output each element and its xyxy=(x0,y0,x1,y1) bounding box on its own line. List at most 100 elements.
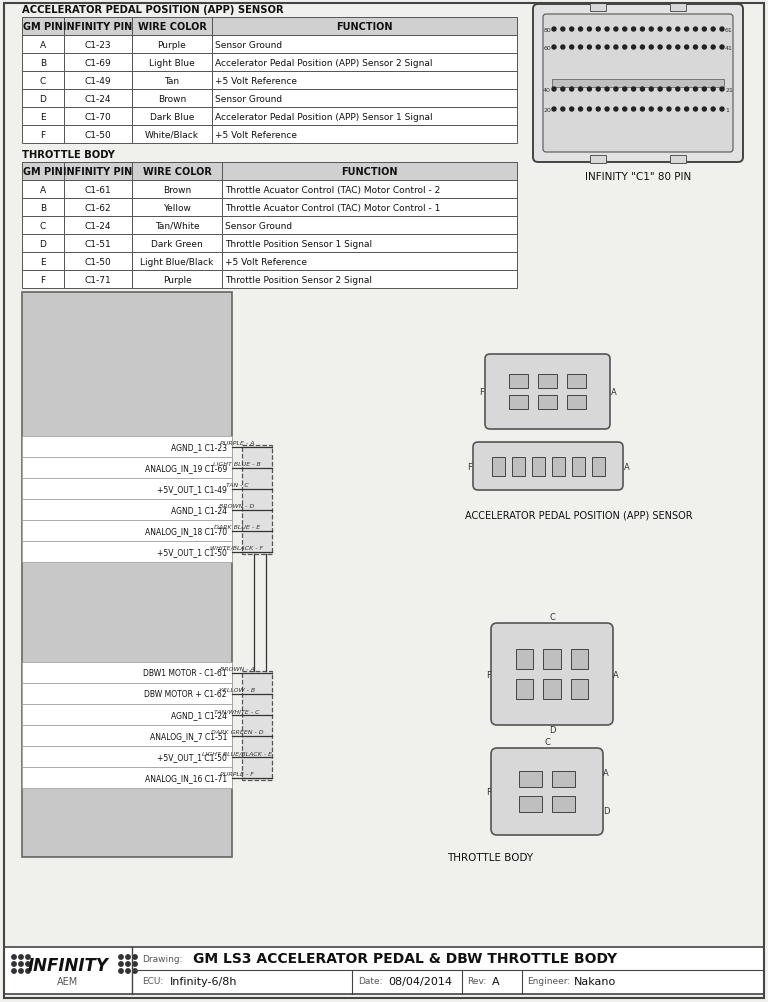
Text: WIRE COLOR: WIRE COLOR xyxy=(143,167,211,176)
Text: Light Blue: Light Blue xyxy=(149,58,195,67)
Circle shape xyxy=(702,108,707,112)
Text: FUNCTION: FUNCTION xyxy=(336,22,392,32)
Text: THROTTLE BODY: THROTTLE BODY xyxy=(22,150,115,160)
Circle shape xyxy=(578,28,582,32)
Circle shape xyxy=(631,88,636,92)
Text: Throttle Acuator Control (TAC) Motor Control - 2: Throttle Acuator Control (TAC) Motor Con… xyxy=(225,185,440,194)
Text: Throttle Acuator Control (TAC) Motor Control - 1: Throttle Acuator Control (TAC) Motor Con… xyxy=(225,203,440,212)
Circle shape xyxy=(133,969,137,973)
Bar xyxy=(212,108,517,126)
Circle shape xyxy=(711,88,715,92)
Bar xyxy=(132,271,222,289)
Text: ECU:: ECU: xyxy=(142,976,164,985)
Text: Tan: Tan xyxy=(164,76,180,85)
Bar xyxy=(242,670,272,780)
Bar xyxy=(22,662,232,683)
Text: Brown: Brown xyxy=(163,185,191,194)
Bar xyxy=(132,108,212,126)
Circle shape xyxy=(667,108,671,112)
Circle shape xyxy=(702,88,707,92)
Circle shape xyxy=(126,962,131,966)
Text: A: A xyxy=(611,388,617,397)
Circle shape xyxy=(623,46,627,50)
Circle shape xyxy=(623,88,627,92)
Circle shape xyxy=(658,88,662,92)
Bar xyxy=(22,18,64,36)
Circle shape xyxy=(26,969,30,973)
Circle shape xyxy=(588,28,591,32)
Text: A: A xyxy=(624,462,630,471)
Circle shape xyxy=(570,28,574,32)
Bar xyxy=(22,198,64,216)
Text: A: A xyxy=(492,976,500,986)
Circle shape xyxy=(720,108,724,112)
Bar xyxy=(222,216,517,234)
Circle shape xyxy=(552,46,556,50)
Text: 60: 60 xyxy=(543,45,551,50)
Bar xyxy=(64,234,132,253)
Text: F: F xyxy=(479,388,484,397)
Bar xyxy=(511,457,525,476)
Text: GM PIN: GM PIN xyxy=(23,22,63,32)
Bar xyxy=(567,396,585,410)
Text: Purple: Purple xyxy=(163,276,191,285)
Circle shape xyxy=(552,28,556,32)
Text: FUNCTION: FUNCTION xyxy=(341,167,398,176)
Text: E: E xyxy=(40,112,46,121)
Circle shape xyxy=(12,955,16,959)
Text: C1-61: C1-61 xyxy=(84,185,111,194)
Circle shape xyxy=(684,88,689,92)
Circle shape xyxy=(26,962,30,966)
Bar xyxy=(22,36,64,54)
Circle shape xyxy=(694,28,697,32)
Circle shape xyxy=(711,46,715,50)
Bar xyxy=(64,36,132,54)
Text: LIGHT BLUE/BLACK - E: LIGHT BLUE/BLACK - E xyxy=(202,750,272,756)
Bar xyxy=(518,772,542,788)
Text: F: F xyxy=(486,669,491,678)
Circle shape xyxy=(720,88,724,92)
Text: WIRE COLOR: WIRE COLOR xyxy=(137,22,207,32)
Circle shape xyxy=(676,46,680,50)
Text: C1-50: C1-50 xyxy=(84,130,111,139)
Bar xyxy=(22,126,64,144)
Circle shape xyxy=(702,28,707,32)
Bar xyxy=(531,457,545,476)
Circle shape xyxy=(596,28,601,32)
Text: C1-71: C1-71 xyxy=(84,276,111,285)
Text: Sensor Ground: Sensor Ground xyxy=(225,221,292,230)
Text: THROTTLE BODY: THROTTLE BODY xyxy=(447,852,533,862)
Circle shape xyxy=(588,88,591,92)
Text: +5 Volt Reference: +5 Volt Reference xyxy=(225,258,307,267)
Circle shape xyxy=(623,28,627,32)
Text: Infinity-6/8h: Infinity-6/8h xyxy=(170,976,237,986)
Bar xyxy=(64,90,132,108)
Text: Drawing:: Drawing: xyxy=(142,954,183,963)
Bar xyxy=(590,4,606,12)
Bar xyxy=(212,18,517,36)
Circle shape xyxy=(631,28,636,32)
Circle shape xyxy=(694,46,697,50)
Bar xyxy=(670,156,686,164)
Circle shape xyxy=(570,46,574,50)
Circle shape xyxy=(667,28,671,32)
Text: +5 Volt Reference: +5 Volt Reference xyxy=(215,130,297,139)
Circle shape xyxy=(614,108,618,112)
Bar xyxy=(567,375,585,389)
Circle shape xyxy=(658,108,662,112)
Text: DARK GREEN - D: DARK GREEN - D xyxy=(210,729,263,734)
Text: INFINITY "C1" 80 PIN: INFINITY "C1" 80 PIN xyxy=(585,171,691,181)
FancyBboxPatch shape xyxy=(485,355,610,430)
Text: Dark Green: Dark Green xyxy=(151,239,203,248)
Circle shape xyxy=(694,88,697,92)
Bar xyxy=(132,198,222,216)
Circle shape xyxy=(605,28,609,32)
Text: BROWN - A: BROWN - A xyxy=(220,666,254,671)
Text: GM LS3 ACCELERATOR PEDAL & DBW THROTTLE BODY: GM LS3 ACCELERATOR PEDAL & DBW THROTTLE … xyxy=(193,951,617,965)
Text: ACCELERATOR PEDAL POSITION (APP) SENSOR: ACCELERATOR PEDAL POSITION (APP) SENSOR xyxy=(22,5,283,15)
Circle shape xyxy=(711,108,715,112)
Bar xyxy=(222,163,517,180)
Bar xyxy=(538,375,557,389)
Circle shape xyxy=(18,962,23,966)
Bar xyxy=(64,253,132,271)
